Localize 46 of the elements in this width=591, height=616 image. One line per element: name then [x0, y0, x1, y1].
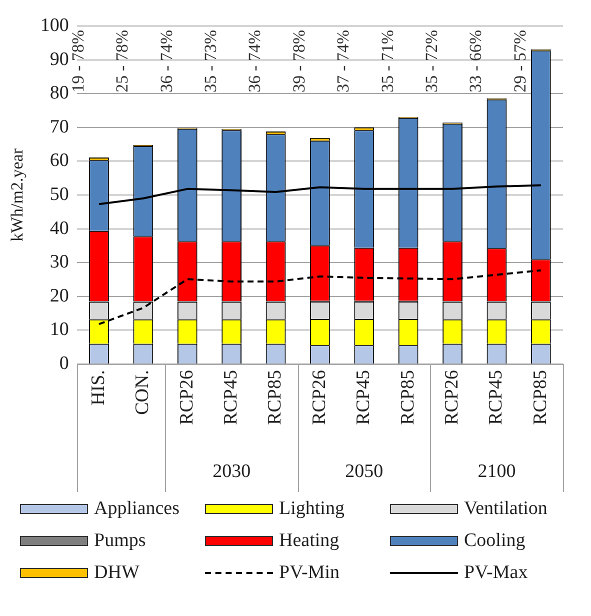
- legend-label: Pumps: [94, 530, 146, 552]
- y-tick-label: 100: [40, 14, 69, 36]
- text: 2030: [212, 460, 251, 482]
- annotation: 36 - 74%: [245, 30, 264, 92]
- x-tick-label: RCP85: [530, 370, 551, 425]
- annotation: 37 - 74%: [334, 30, 353, 92]
- x-tick-label: HIS.: [88, 370, 109, 406]
- annotation: 33 - 66%: [466, 30, 486, 92]
- legend-label: Lighting: [279, 498, 344, 520]
- x-tick-label: RCP26: [308, 370, 330, 425]
- x-tick-label: RCP45: [220, 370, 242, 425]
- legend-label: PV-Max: [464, 562, 528, 584]
- annotation: 39 - 78%: [289, 30, 308, 92]
- annotation: 19 - 78%: [68, 30, 88, 92]
- y-axis-title: kWh/m2.year: [8, 148, 27, 242]
- y-tick-label: 70: [50, 116, 69, 138]
- legend-label: Appliances: [94, 498, 180, 520]
- y-tick-label: 10: [50, 319, 69, 340]
- legend-label: DHW: [94, 562, 140, 584]
- annotation: 35 - 71%: [378, 30, 397, 92]
- legend-label: PV-Min: [279, 562, 340, 584]
- annotation: 25 - 78%: [112, 30, 132, 92]
- annotation: 29 - 57%: [510, 30, 530, 92]
- x-tick-label: RCP45: [486, 370, 507, 425]
- x-tick-label: CON.: [132, 370, 154, 415]
- y-tick-label: 20: [50, 285, 69, 306]
- y-tick-label: 40: [50, 218, 69, 239]
- y-tick-label: 60: [50, 150, 69, 172]
- annotation: 35 - 72%: [422, 30, 441, 92]
- legend-label: Heating: [279, 530, 340, 552]
- text: 2100: [478, 460, 516, 482]
- x-tick-label: RCP45: [353, 370, 374, 425]
- legend-label: Cooling: [464, 530, 526, 552]
- y-tick-label: 80: [50, 82, 69, 104]
- x-tick-label: RCP85: [397, 370, 418, 425]
- x-tick-label: RCP26: [176, 370, 198, 425]
- annotation: 35 - 73%: [201, 30, 220, 92]
- y-tick-label: 0: [59, 352, 69, 374]
- x-tick-label: RCP85: [264, 370, 286, 425]
- legend-label: Ventilation: [464, 498, 548, 520]
- text: 2050: [345, 460, 384, 482]
- y-tick-label: 30: [50, 252, 69, 273]
- x-tick-label: RCP26: [442, 370, 463, 425]
- y-tick-label: 90: [50, 48, 69, 70]
- annotation: 36 - 74%: [156, 30, 176, 92]
- y-tick-label: 50: [50, 184, 69, 205]
